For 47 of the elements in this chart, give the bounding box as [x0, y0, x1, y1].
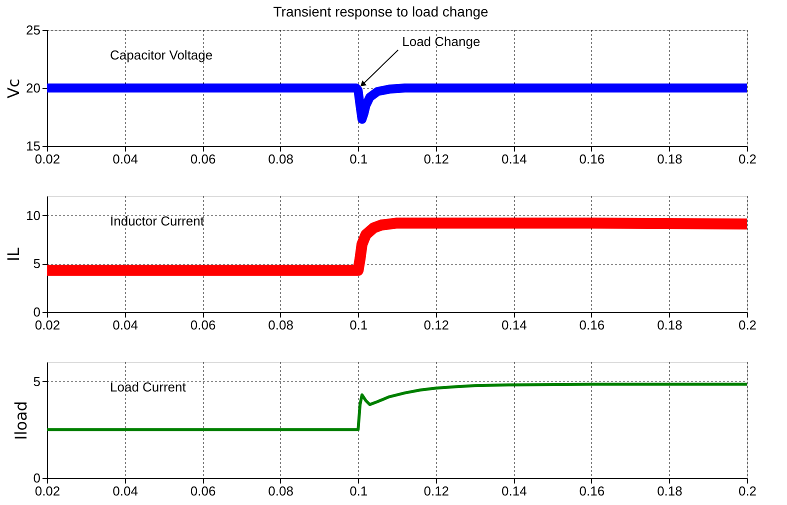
text: Load Current	[110, 380, 186, 395]
x-tick-label: 0.1	[350, 318, 368, 332]
x-tick-label: 0.2	[738, 318, 757, 332]
x-tick-label: 0.02	[34, 318, 60, 332]
x-tick-label: 0.2	[738, 152, 757, 166]
x-tick-label: 0.04	[112, 152, 138, 166]
x-tick-label: 0.12	[424, 152, 450, 166]
y-tick-label: 10	[26, 208, 40, 223]
x-tick-label: 0.06	[190, 484, 216, 498]
x-tick-label: 0.16	[579, 318, 605, 332]
x-tick-label: 0.06	[190, 318, 216, 332]
y-tick-label: 0	[33, 304, 40, 320]
y-tick-label: 5	[33, 374, 40, 389]
x-tick-label: 0.12	[424, 318, 450, 332]
x-tick-label: 0.08	[268, 152, 294, 166]
x-tick-label: 0.04	[112, 484, 138, 498]
y-axis-title: IL	[4, 248, 24, 262]
x-tick-label: 0.18	[657, 484, 682, 498]
x-tick-label: 0.02	[34, 484, 60, 498]
series-label: Capacitor Voltage	[110, 48, 213, 63]
x-tick-label: 0.14	[502, 484, 527, 498]
line-series	[47, 382, 747, 432]
y-tick-label: 25	[26, 22, 40, 38]
x-tick-label: 0.14	[502, 152, 527, 166]
text: Inductor Current	[110, 214, 204, 229]
x-tick-label: 0.18	[657, 152, 682, 166]
x-tick-label: 0.14	[502, 318, 527, 332]
y-axis-title: Vc	[4, 78, 24, 98]
x-tick-label: 0.04	[112, 318, 138, 332]
x-tick-label: 0.18	[657, 318, 682, 332]
x-tick-label: 0.06	[190, 152, 216, 166]
x-tick-label: 0.16	[579, 484, 605, 498]
x-tick-label: 0.12	[424, 484, 450, 498]
x-tick-label: 0.1	[350, 152, 368, 166]
y-axis-title: Iload	[11, 401, 30, 440]
y-tick-label: 15	[26, 138, 40, 154]
y-tick-label: 0	[33, 470, 40, 486]
y-tick-label: 5	[33, 256, 40, 272]
x-tick-label: 0.08	[268, 484, 294, 498]
x-tick-label: 0.08	[268, 318, 294, 332]
annotation: Load Change	[402, 34, 480, 49]
chart-title: Transient response to load change	[273, 4, 489, 20]
y-tick-label: 20	[26, 80, 40, 96]
x-tick-label: 0.02	[34, 152, 60, 166]
x-tick-label: 0.2	[738, 484, 757, 498]
x-tick-label: 0.1	[350, 484, 368, 498]
x-tick-label: 0.16	[579, 152, 605, 166]
